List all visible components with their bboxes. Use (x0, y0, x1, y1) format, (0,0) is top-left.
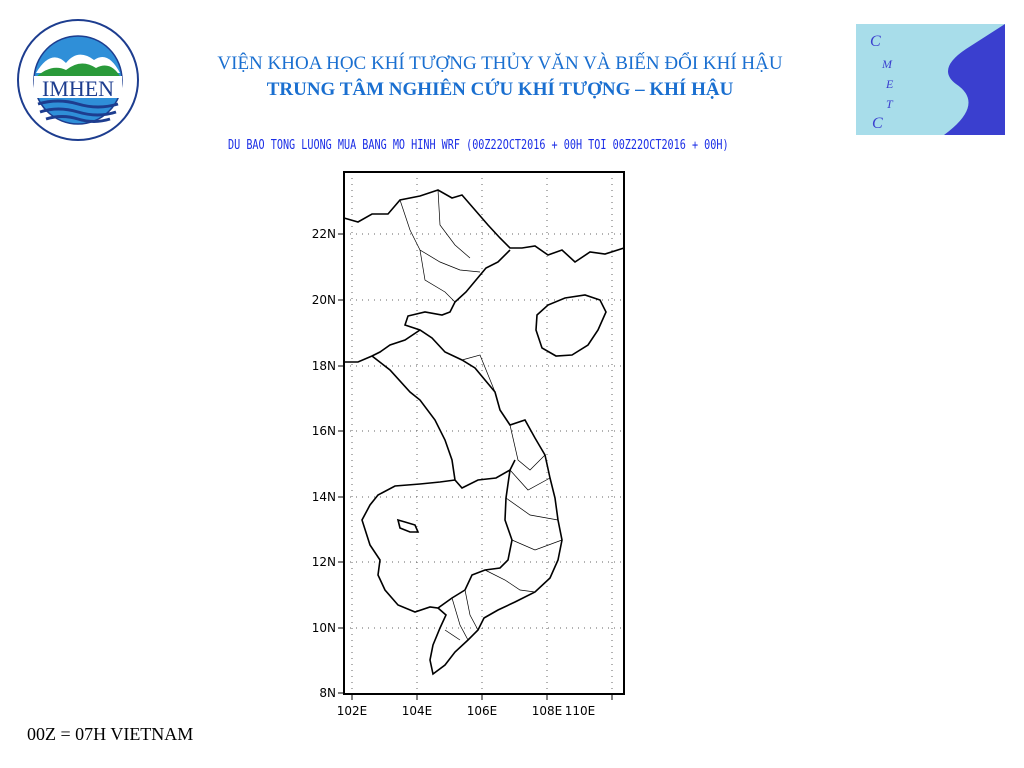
lon-label: 108E (532, 704, 563, 718)
lat-label: 20N (312, 293, 336, 307)
imhen-logo-text: IMHEN (42, 76, 114, 101)
svg-text:M: M (881, 57, 893, 71)
institute-title: VIỆN KHOA HỌC KHÍ TƯỢNG THỦY VĂN VÀ BIẾN… (217, 53, 783, 74)
coastline-borders (343, 189, 625, 676)
svg-text:C: C (872, 115, 883, 132)
lat-label: 8N (319, 686, 336, 700)
lon-ticks (351, 694, 613, 700)
timezone-note: 00Z = 07H VIETNAM (27, 724, 194, 744)
grid-lines (344, 172, 624, 694)
lat-label: 10N (312, 621, 336, 635)
imhen-logo: IMHEN (16, 18, 140, 142)
lat-label: 12N (312, 555, 336, 569)
svg-text:T: T (886, 97, 894, 111)
center-title: TRUNG TÂM NGHIÊN CỨU KHÍ TƯỢNG – KHÍ HẬU (266, 79, 734, 100)
lon-label: 102E (337, 704, 368, 718)
lat-label: 18N (312, 359, 336, 373)
map-title: DU BAO TONG LUONG MUA BANG MO HINH WRF (… (228, 138, 729, 153)
lat-label: 16N (312, 424, 336, 438)
lon-label: 104E (402, 704, 433, 718)
svg-text:C: C (870, 33, 881, 50)
svg-text:E: E (885, 77, 894, 91)
lon-label: 110E (565, 704, 596, 718)
lat-label: 14N (312, 490, 336, 504)
lon-label: 106E (467, 704, 498, 718)
lat-ticks (338, 233, 344, 694)
map-frame (343, 171, 625, 695)
lat-label: 22N (312, 227, 336, 241)
province-borders (399, 189, 563, 641)
